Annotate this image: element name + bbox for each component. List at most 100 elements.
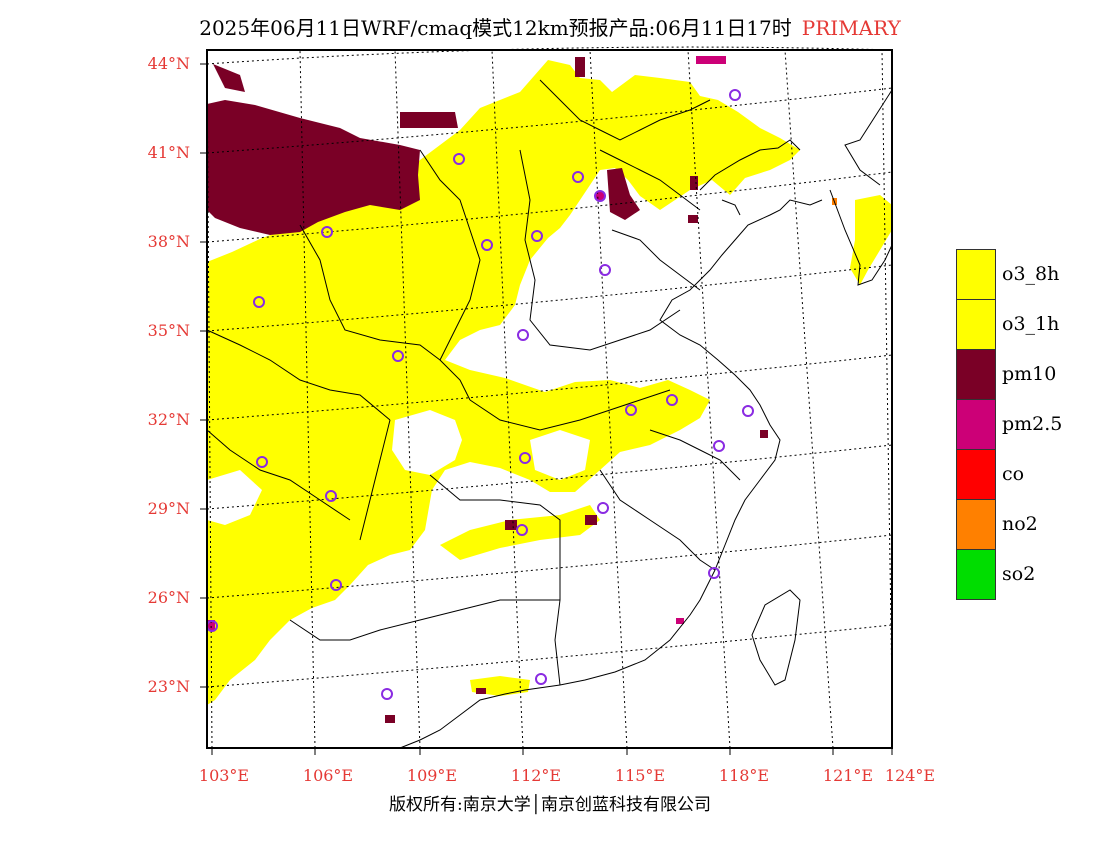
lat-label-26: 26°N xyxy=(147,588,190,607)
o3-gap-1 xyxy=(392,410,462,475)
lon-label-109: 109°E xyxy=(406,766,458,785)
legend-label: pm10 xyxy=(1002,363,1057,385)
pm10-dot xyxy=(476,688,486,694)
lat-label-44: 44°N xyxy=(147,54,190,73)
o3-main-region xyxy=(207,60,800,705)
station-marker xyxy=(531,230,543,242)
station-marker xyxy=(253,296,265,308)
lat-label-29: 29°N xyxy=(147,499,190,518)
station-marker xyxy=(597,502,609,514)
legend-label: co xyxy=(1002,463,1025,485)
legend-label: so2 xyxy=(1002,563,1036,585)
meridian-112 xyxy=(491,49,524,749)
parallel-29 xyxy=(206,444,893,510)
parallel-38 xyxy=(206,171,893,243)
pollutant-legend: o3_8h o3_1h pm10 pm2.5 co no2 so2 xyxy=(956,249,1086,600)
pm10-patch-a xyxy=(400,112,458,128)
station-marker xyxy=(742,405,754,417)
station-marker xyxy=(517,329,529,341)
legend-item-pm25: pm2.5 xyxy=(956,399,1086,450)
station-marker xyxy=(516,524,528,536)
lon-label-115: 115°E xyxy=(614,766,666,785)
station-marker xyxy=(453,153,465,165)
pm10-dot xyxy=(690,176,698,190)
graticule xyxy=(206,46,893,749)
map-title: 2025年06月11日WRF/cmaq模式12km预报产品:06月11日17时 P… xyxy=(0,12,1100,41)
parallel-32 xyxy=(206,354,893,421)
meridian-115 xyxy=(589,49,628,749)
pm25-dot xyxy=(596,192,604,200)
station-marker xyxy=(599,264,611,276)
station-marker xyxy=(481,239,493,251)
station-marker xyxy=(572,171,584,183)
pm25-dot xyxy=(207,620,215,630)
legend-swatch xyxy=(956,499,996,550)
pm25-area-layer xyxy=(207,56,726,630)
parallel-23 xyxy=(206,624,893,688)
legend-label: o3_1h xyxy=(1002,313,1060,335)
parallel-26 xyxy=(206,534,893,599)
legend-swatch xyxy=(956,399,996,450)
legend-item-o3-1h: o3_1h xyxy=(956,299,1086,350)
pm10-patch-b xyxy=(213,64,245,92)
lat-label-35: 35°N xyxy=(147,321,190,340)
o3-patch-mid xyxy=(440,505,600,560)
pm25-dot xyxy=(696,56,726,64)
pm10-dot xyxy=(688,215,698,223)
legend-label: no2 xyxy=(1002,513,1038,535)
o3-patch-east xyxy=(850,195,892,285)
o3-gap-3 xyxy=(207,470,262,525)
legend-swatch xyxy=(956,349,996,400)
station-marker xyxy=(321,226,333,238)
legend-swatch xyxy=(956,249,996,300)
map-frame xyxy=(206,49,893,749)
lon-label-118: 118°E xyxy=(718,766,770,785)
province-lines xyxy=(206,79,741,686)
legend-swatch xyxy=(956,449,996,500)
pm10-north-region xyxy=(207,100,420,235)
meridian-118 xyxy=(687,49,731,749)
axis-ticks xyxy=(200,63,893,755)
legend-swatch xyxy=(956,299,996,350)
lon-label-106: 106°E xyxy=(302,766,354,785)
station-marker xyxy=(325,490,337,502)
taiwan-outline xyxy=(751,589,801,686)
o3-area-layer xyxy=(207,60,892,705)
lat-label-38: 38°N xyxy=(147,232,190,251)
station-marker xyxy=(330,579,342,591)
legend-item-so2: so2 xyxy=(956,549,1086,600)
coastline xyxy=(399,89,893,749)
pm10-patch-c xyxy=(607,168,640,220)
pm25-dot xyxy=(676,618,684,624)
copyright-footer: 版权所有:南京大学│南京创蓝科技有限公司 xyxy=(389,795,711,815)
lat-label-23: 23°N xyxy=(147,677,190,696)
pm10-dot xyxy=(505,520,517,530)
legend-item-no2: no2 xyxy=(956,499,1086,550)
pm10-dot xyxy=(760,430,768,438)
lat-label-32: 32°N xyxy=(147,410,190,429)
legend-item-co: co xyxy=(956,449,1086,500)
pm10-dot xyxy=(385,715,395,723)
station-marker xyxy=(535,673,547,685)
pm10-area-layer xyxy=(207,57,768,723)
station-marker xyxy=(666,394,678,406)
boundary-lines xyxy=(206,79,893,749)
pm10-dot xyxy=(575,57,585,77)
meridian-121 xyxy=(784,49,834,749)
station-marker xyxy=(708,567,720,579)
meridian-109 xyxy=(394,49,421,749)
parallel-41 xyxy=(206,87,893,154)
lat-label-41: 41°N xyxy=(147,143,190,162)
title-primary-tag: PRIMARY xyxy=(801,16,901,40)
liaodong-outline xyxy=(699,139,801,216)
legend-label: pm2.5 xyxy=(1002,413,1063,435)
lon-label-121: 121°E xyxy=(822,766,874,785)
station-marker xyxy=(713,440,725,452)
o3-gap-2 xyxy=(530,430,590,480)
station-marker xyxy=(519,452,531,464)
lon-label-124: 124°E xyxy=(884,766,936,785)
station-marker xyxy=(729,89,741,101)
station-marker xyxy=(381,688,393,700)
legend-label: o3_8h xyxy=(1002,263,1060,285)
legend-item-pm10: pm10 xyxy=(956,349,1086,400)
